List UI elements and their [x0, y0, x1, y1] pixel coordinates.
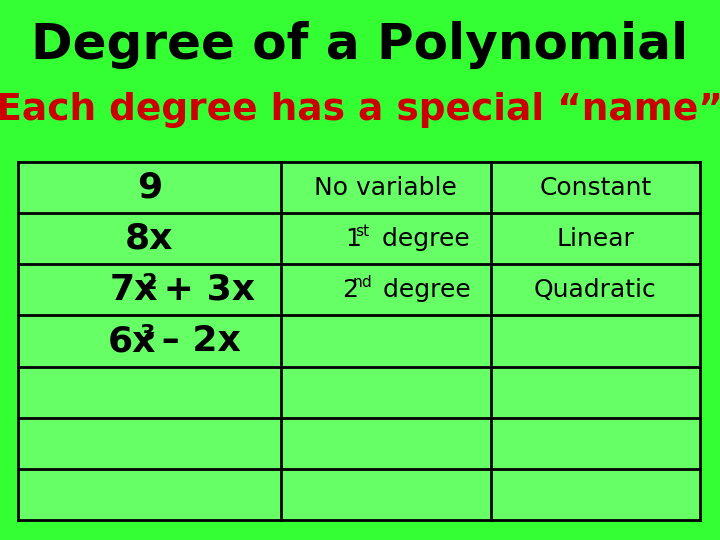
Bar [18, 213, 281, 264]
Bar [281, 264, 490, 315]
Bar [281, 469, 490, 520]
Text: No variable: No variable [314, 176, 457, 200]
Bar [18, 264, 281, 315]
Text: – 2x: – 2x [149, 324, 241, 358]
Text: 2: 2 [343, 278, 359, 302]
Text: degree: degree [374, 278, 470, 302]
Bar [281, 367, 490, 418]
Text: st: st [356, 224, 370, 239]
Bar [490, 469, 700, 520]
Text: 7x: 7x [109, 273, 158, 307]
Text: nd: nd [353, 275, 372, 290]
Bar [18, 367, 281, 418]
Text: 8x: 8x [125, 222, 174, 256]
Bar [18, 418, 281, 469]
Text: degree: degree [374, 227, 469, 251]
Text: 9: 9 [137, 171, 162, 205]
Bar [281, 315, 490, 367]
Bar [281, 162, 490, 213]
Bar [18, 162, 281, 213]
Text: Quadratic: Quadratic [534, 278, 657, 302]
Text: Linear: Linear [557, 227, 634, 251]
Bar [490, 162, 700, 213]
Bar [281, 213, 490, 264]
Bar [490, 264, 700, 315]
Bar [18, 315, 281, 367]
Bar [281, 418, 490, 469]
Text: + 3x: + 3x [151, 273, 256, 307]
Bar [490, 213, 700, 264]
Text: 3: 3 [139, 324, 155, 344]
Bar [490, 315, 700, 367]
Bar [18, 469, 281, 520]
Text: 2: 2 [141, 273, 157, 293]
Text: Constant: Constant [539, 176, 652, 200]
Text: 6x: 6x [107, 324, 156, 358]
Bar [490, 367, 700, 418]
Bar [490, 418, 700, 469]
Text: 1: 1 [346, 227, 361, 251]
Text: (Each degree has a special “name”): (Each degree has a special “name”) [0, 92, 720, 128]
Text: Degree of a Polynomial: Degree of a Polynomial [32, 21, 688, 69]
